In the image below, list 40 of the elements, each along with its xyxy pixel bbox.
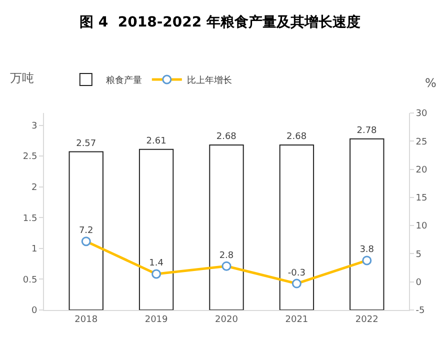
y2-tick-label: 30 (416, 109, 428, 120)
y2-tick-label: 25 (416, 137, 428, 148)
data-label: -0.3 (288, 268, 306, 278)
bar (279, 144, 314, 310)
data-label: 2.68 (216, 132, 237, 142)
bar (209, 144, 244, 310)
bar (350, 138, 384, 310)
x-tick-label: 2021 (285, 314, 308, 325)
y2-tick-label: 0 (416, 278, 422, 288)
y-tick-label: 2 (31, 183, 38, 194)
data-label: 2.8 (219, 250, 234, 261)
legend-label: 粮食产量 (106, 75, 142, 86)
y-tick-label: 2.5 (22, 152, 38, 162)
y-tick-label: 1.5 (22, 214, 38, 224)
bar (68, 151, 104, 310)
data-label: 7.2 (78, 226, 94, 236)
y-tick-label: 1 (31, 244, 38, 255)
y-tick-label: 0 (31, 306, 38, 316)
chart-title: 图 4 2018-2022 年粮食产量及其增长速度 (80, 14, 360, 31)
data-label: 1.4 (149, 258, 164, 269)
data-label: 2.61 (146, 136, 166, 146)
y2-axis-title: % (425, 76, 436, 90)
bar (138, 148, 174, 310)
legend-label: 比上年增长 (186, 75, 232, 86)
y2-tick-label: 15 (416, 194, 428, 204)
data-label: 2.78 (356, 126, 378, 136)
y2-tick-label: 20 (416, 165, 428, 176)
y2-tick-label: -5 (416, 306, 425, 316)
data-label: 2.57 (76, 138, 96, 149)
x-tick-label: 2020 (215, 314, 238, 325)
y-tick-label: 0.5 (22, 275, 38, 286)
x-tick-label: 2018 (74, 314, 98, 325)
y2-tick-label: 5 (416, 250, 422, 260)
y2-tick-label: 10 (416, 222, 428, 232)
data-label: 2.68 (286, 132, 307, 142)
x-tick-label: 2022 (355, 314, 378, 325)
y-axis-title: 万吨 (10, 71, 34, 85)
x-tick-label: 2019 (144, 314, 168, 325)
y-tick-label: 3 (31, 121, 38, 132)
data-label: 3.8 (360, 245, 374, 256)
